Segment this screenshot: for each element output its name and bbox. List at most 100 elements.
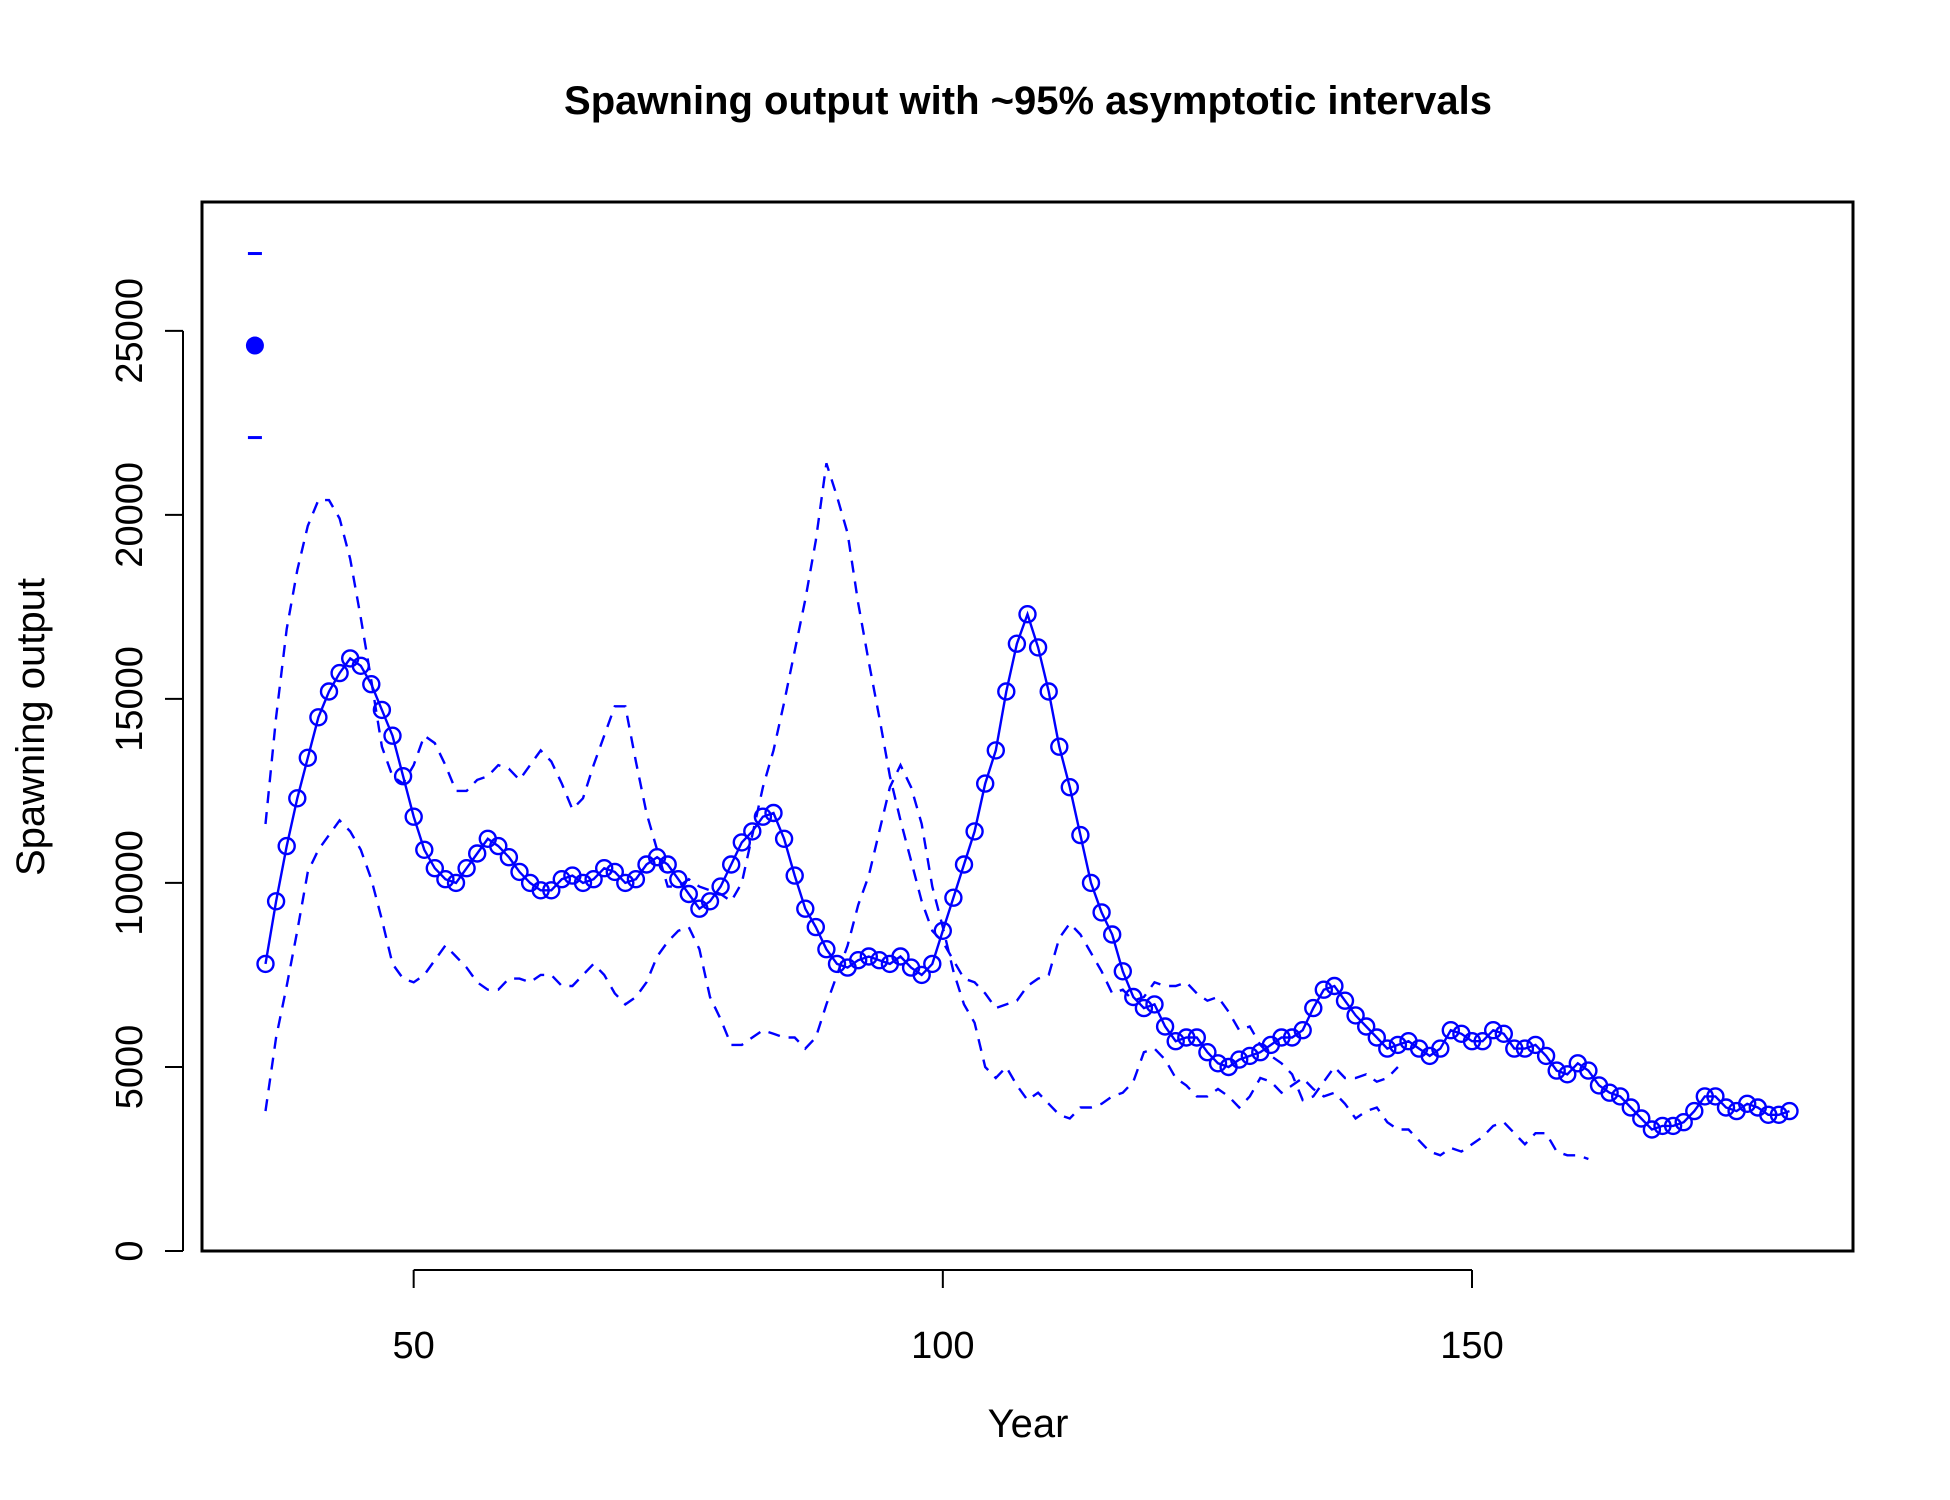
data-point [669,870,688,889]
data-point [446,873,466,893]
data-point [1663,1116,1683,1136]
data-point [256,954,275,974]
data-point [319,682,339,701]
x-tick-label: 100 [911,1325,974,1367]
data-point [351,656,370,675]
y-axis: 0 5000 10000 15000 20000 25000 [109,278,184,1262]
data-point [404,807,423,826]
data-point [796,899,815,918]
data-point [1505,1039,1524,1058]
data-point [1579,1061,1598,1080]
data-point [1653,1116,1672,1136]
series-line [264,610,1790,1131]
data-point [1536,1046,1556,1066]
data-point [1198,1042,1217,1062]
data-point [362,675,381,694]
data-point [1494,1024,1514,1044]
data-point [1547,1061,1566,1080]
data-point [1177,1028,1196,1047]
lower-ci-line [264,762,1589,1161]
data-point [1240,1046,1260,1066]
data-point [891,947,910,966]
data-point [827,954,847,974]
y-tick-label: 20000 [109,462,151,568]
data-point [595,859,614,878]
data-point [1155,1017,1175,1036]
data-point [1081,873,1101,893]
x-tick-label: 50 [393,1325,435,1367]
data-point [1483,1020,1503,1040]
data-point [1610,1087,1630,1106]
y-tick-label: 15000 [109,646,151,752]
data-point [1526,1035,1545,1055]
virgin-point [245,336,264,355]
data-point [1441,1020,1461,1040]
data-point [1632,1109,1651,1128]
data-point [1039,682,1058,701]
data-point [1431,1039,1450,1058]
data-point [1346,1006,1365,1025]
chart-title: Spawning output with ~95% asymptotic int… [564,79,1492,123]
data-point [986,741,1005,760]
data-point [870,951,889,970]
data-point [944,888,963,907]
data-point [1388,1035,1408,1055]
data-point [510,862,529,882]
data-point [658,855,677,874]
plot-frame [200,200,1855,1253]
data-point [1092,903,1111,922]
data-point [616,873,635,893]
data-point [722,855,741,874]
data-point [732,833,751,852]
data-point [1071,825,1090,845]
data-point [1060,778,1080,797]
data-point [1102,925,1122,944]
data-point [626,870,646,889]
data-point [859,947,878,966]
data-point [584,870,603,889]
data-point [1293,1020,1312,1040]
data-point [425,859,444,878]
data-point [1124,987,1143,1007]
confidence-interval-lines [264,462,1589,1161]
data-point [277,836,296,856]
data-point [679,884,698,904]
data-point [912,965,931,985]
data-point [1325,976,1344,996]
data-point [499,848,519,867]
data-point [1759,1105,1778,1125]
data-point [542,881,561,900]
data-point [309,708,328,727]
data-point [753,807,773,826]
data-point [1706,1087,1725,1106]
data-point [1378,1039,1397,1058]
y-tick-label: 0 [109,1240,151,1261]
data-point [573,873,593,893]
data-point [1113,962,1133,981]
y-tick-label: 5000 [109,1025,151,1110]
data-point [1685,1101,1704,1121]
data-point [489,836,508,856]
data-point [1695,1087,1715,1106]
data-point [605,862,624,882]
data-point [1367,1028,1387,1047]
data-point [923,954,942,974]
x-axis: 50 100 150 [393,1269,1504,1367]
data-point [1187,1028,1207,1047]
data-point [1304,998,1323,1018]
data-point [1558,1065,1577,1084]
data-point [1272,1028,1291,1047]
series-line-group [264,610,1790,1131]
data-point [1737,1094,1757,1114]
data-point [1674,1112,1693,1132]
data-point [806,917,825,937]
data-point [1716,1098,1736,1117]
data-point [1600,1083,1619,1102]
data-point [298,748,317,767]
data-point [1208,1054,1228,1073]
data-point [552,870,571,889]
y-axis-label: Spawning output [9,578,53,876]
data-point [1314,980,1334,999]
data-point [266,892,286,911]
